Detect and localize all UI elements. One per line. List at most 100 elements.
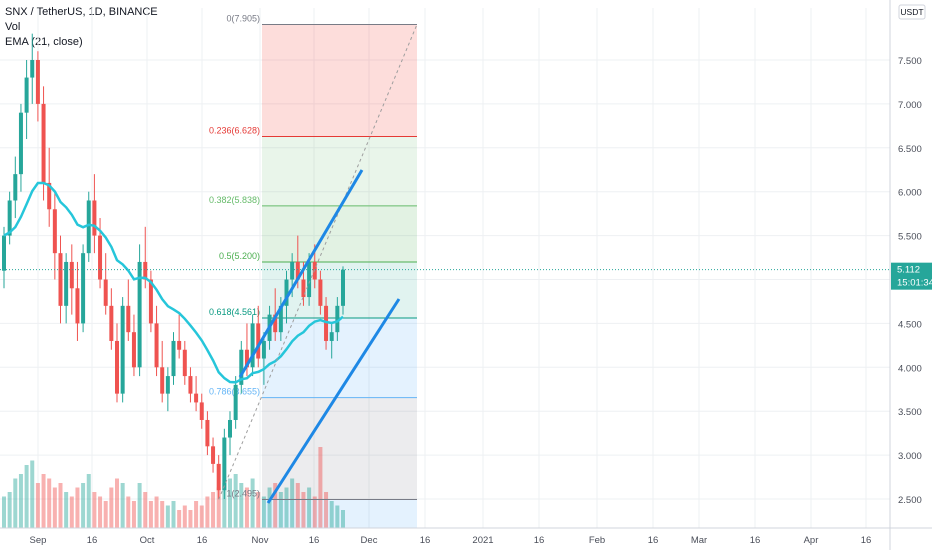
- volume-bar: [41, 474, 46, 528]
- volume-bar: [131, 501, 136, 528]
- time-axis-tick: Feb: [589, 535, 605, 546]
- candle-body: [103, 279, 108, 306]
- volume-bar: [205, 496, 210, 528]
- candle-body: [165, 376, 170, 394]
- volume-bar: [7, 492, 12, 528]
- candle-body: [239, 349, 244, 385]
- volume-bar: [211, 492, 216, 528]
- volume-bar: [52, 487, 57, 528]
- candle-body: [64, 261, 69, 306]
- volume-bar: [295, 483, 300, 528]
- currency-badge-box: [898, 4, 926, 20]
- volume-bar: [47, 478, 52, 528]
- last-price-tag: [891, 262, 932, 290]
- candle-body: [35, 60, 40, 104]
- candle-body: [160, 367, 165, 394]
- candle-body: [120, 305, 125, 394]
- price-axis-tick: 7.500: [898, 56, 922, 67]
- candle-body: [131, 332, 136, 368]
- candle-body: [261, 340, 266, 359]
- volume-bar: [75, 487, 80, 528]
- candle-body: [324, 305, 329, 341]
- candle-body: [52, 209, 57, 254]
- price-axis-tick: 5.500: [898, 232, 922, 243]
- volume-bar: [115, 478, 119, 528]
- candle-body: [290, 261, 295, 280]
- fib-zone: [262, 205, 417, 262]
- volume-bar: [137, 483, 142, 528]
- fib-level-label: 0(7.905): [226, 13, 260, 23]
- time-axis-tick: 2021: [472, 535, 493, 546]
- candle-body: [2, 235, 6, 271]
- volume-bar: [148, 501, 153, 528]
- fib-level-label: 0.618(4.561): [209, 307, 260, 317]
- ema-indicator-label[interactable]: EMA (21, close): [5, 36, 83, 48]
- volume-bar: [69, 496, 74, 528]
- candle-body: [295, 261, 300, 280]
- fib-zone: [262, 318, 417, 398]
- chart-title[interactable]: SNX / TetherUS, 1D, BINANCE: [5, 6, 158, 18]
- candle-body: [41, 103, 46, 183]
- volume-bar: [318, 447, 323, 528]
- candle-body: [228, 419, 232, 438]
- volume-bar: [35, 483, 40, 528]
- volume-bar: [58, 483, 63, 528]
- volume-bar: [92, 492, 97, 528]
- volume-bar: [103, 501, 108, 528]
- price-axis-tick: 4.500: [898, 319, 922, 330]
- volume-bar: [30, 460, 35, 528]
- candle-body: [335, 305, 340, 333]
- candle-body: [154, 323, 159, 368]
- candle-body: [7, 200, 12, 236]
- candle-body: [233, 384, 238, 420]
- candle-body: [92, 200, 97, 236]
- time-axis-tick: Apr: [804, 535, 819, 546]
- candle-body: [182, 349, 187, 377]
- time-axis-tick: Mar: [691, 535, 707, 546]
- candle-body: [273, 314, 278, 333]
- candle-body: [177, 340, 182, 350]
- time-axis-tick: 16: [534, 535, 545, 546]
- time-axis-tick: 16: [197, 535, 208, 546]
- volume-bar: [160, 501, 165, 528]
- candle-body: [244, 349, 249, 368]
- volume-bar: [324, 492, 329, 528]
- time-axis-tick: Nov: [252, 535, 269, 546]
- candle-body: [126, 305, 131, 333]
- candle-body: [278, 305, 283, 333]
- candle-body: [13, 174, 18, 201]
- volume-bar: [267, 487, 272, 528]
- volume-bar: [244, 487, 249, 528]
- volume-bar: [273, 483, 278, 528]
- price-axis-tick: 3.000: [898, 451, 922, 462]
- time-axis-tick: Sep: [30, 535, 47, 546]
- volume-bar: [329, 501, 334, 528]
- fib-zone: [262, 499, 417, 528]
- candle-body: [47, 182, 52, 210]
- candle-body: [256, 323, 261, 359]
- fib-level-label: 0.5(5.200): [219, 251, 260, 261]
- volume-bar: [86, 474, 91, 528]
- candle-body: [18, 112, 23, 175]
- currency-badge: USDT: [900, 7, 923, 17]
- volume-indicator-label[interactable]: Vol: [5, 21, 21, 33]
- volume-bar: [307, 487, 312, 528]
- price-axis-tick: 7.000: [898, 100, 922, 111]
- candle-body: [69, 261, 74, 289]
- volume-bar: [284, 487, 289, 528]
- candle-body: [329, 332, 334, 341]
- time-axis-tick: Dec: [361, 535, 378, 546]
- candle-body: [211, 446, 216, 464]
- channel-lower-line: [266, 298, 401, 504]
- time-axis-tick: 16: [420, 535, 431, 546]
- candle-body: [75, 288, 80, 324]
- candle-body: [312, 261, 317, 280]
- volume-bar: [2, 496, 6, 528]
- candle-body: [318, 279, 323, 306]
- candle-body: [284, 279, 289, 306]
- volume-bar: [64, 492, 69, 528]
- price-axis-tick: 6.500: [898, 144, 922, 155]
- candle-body: [341, 269, 345, 306]
- price-axis-tick: 2.500: [898, 495, 922, 506]
